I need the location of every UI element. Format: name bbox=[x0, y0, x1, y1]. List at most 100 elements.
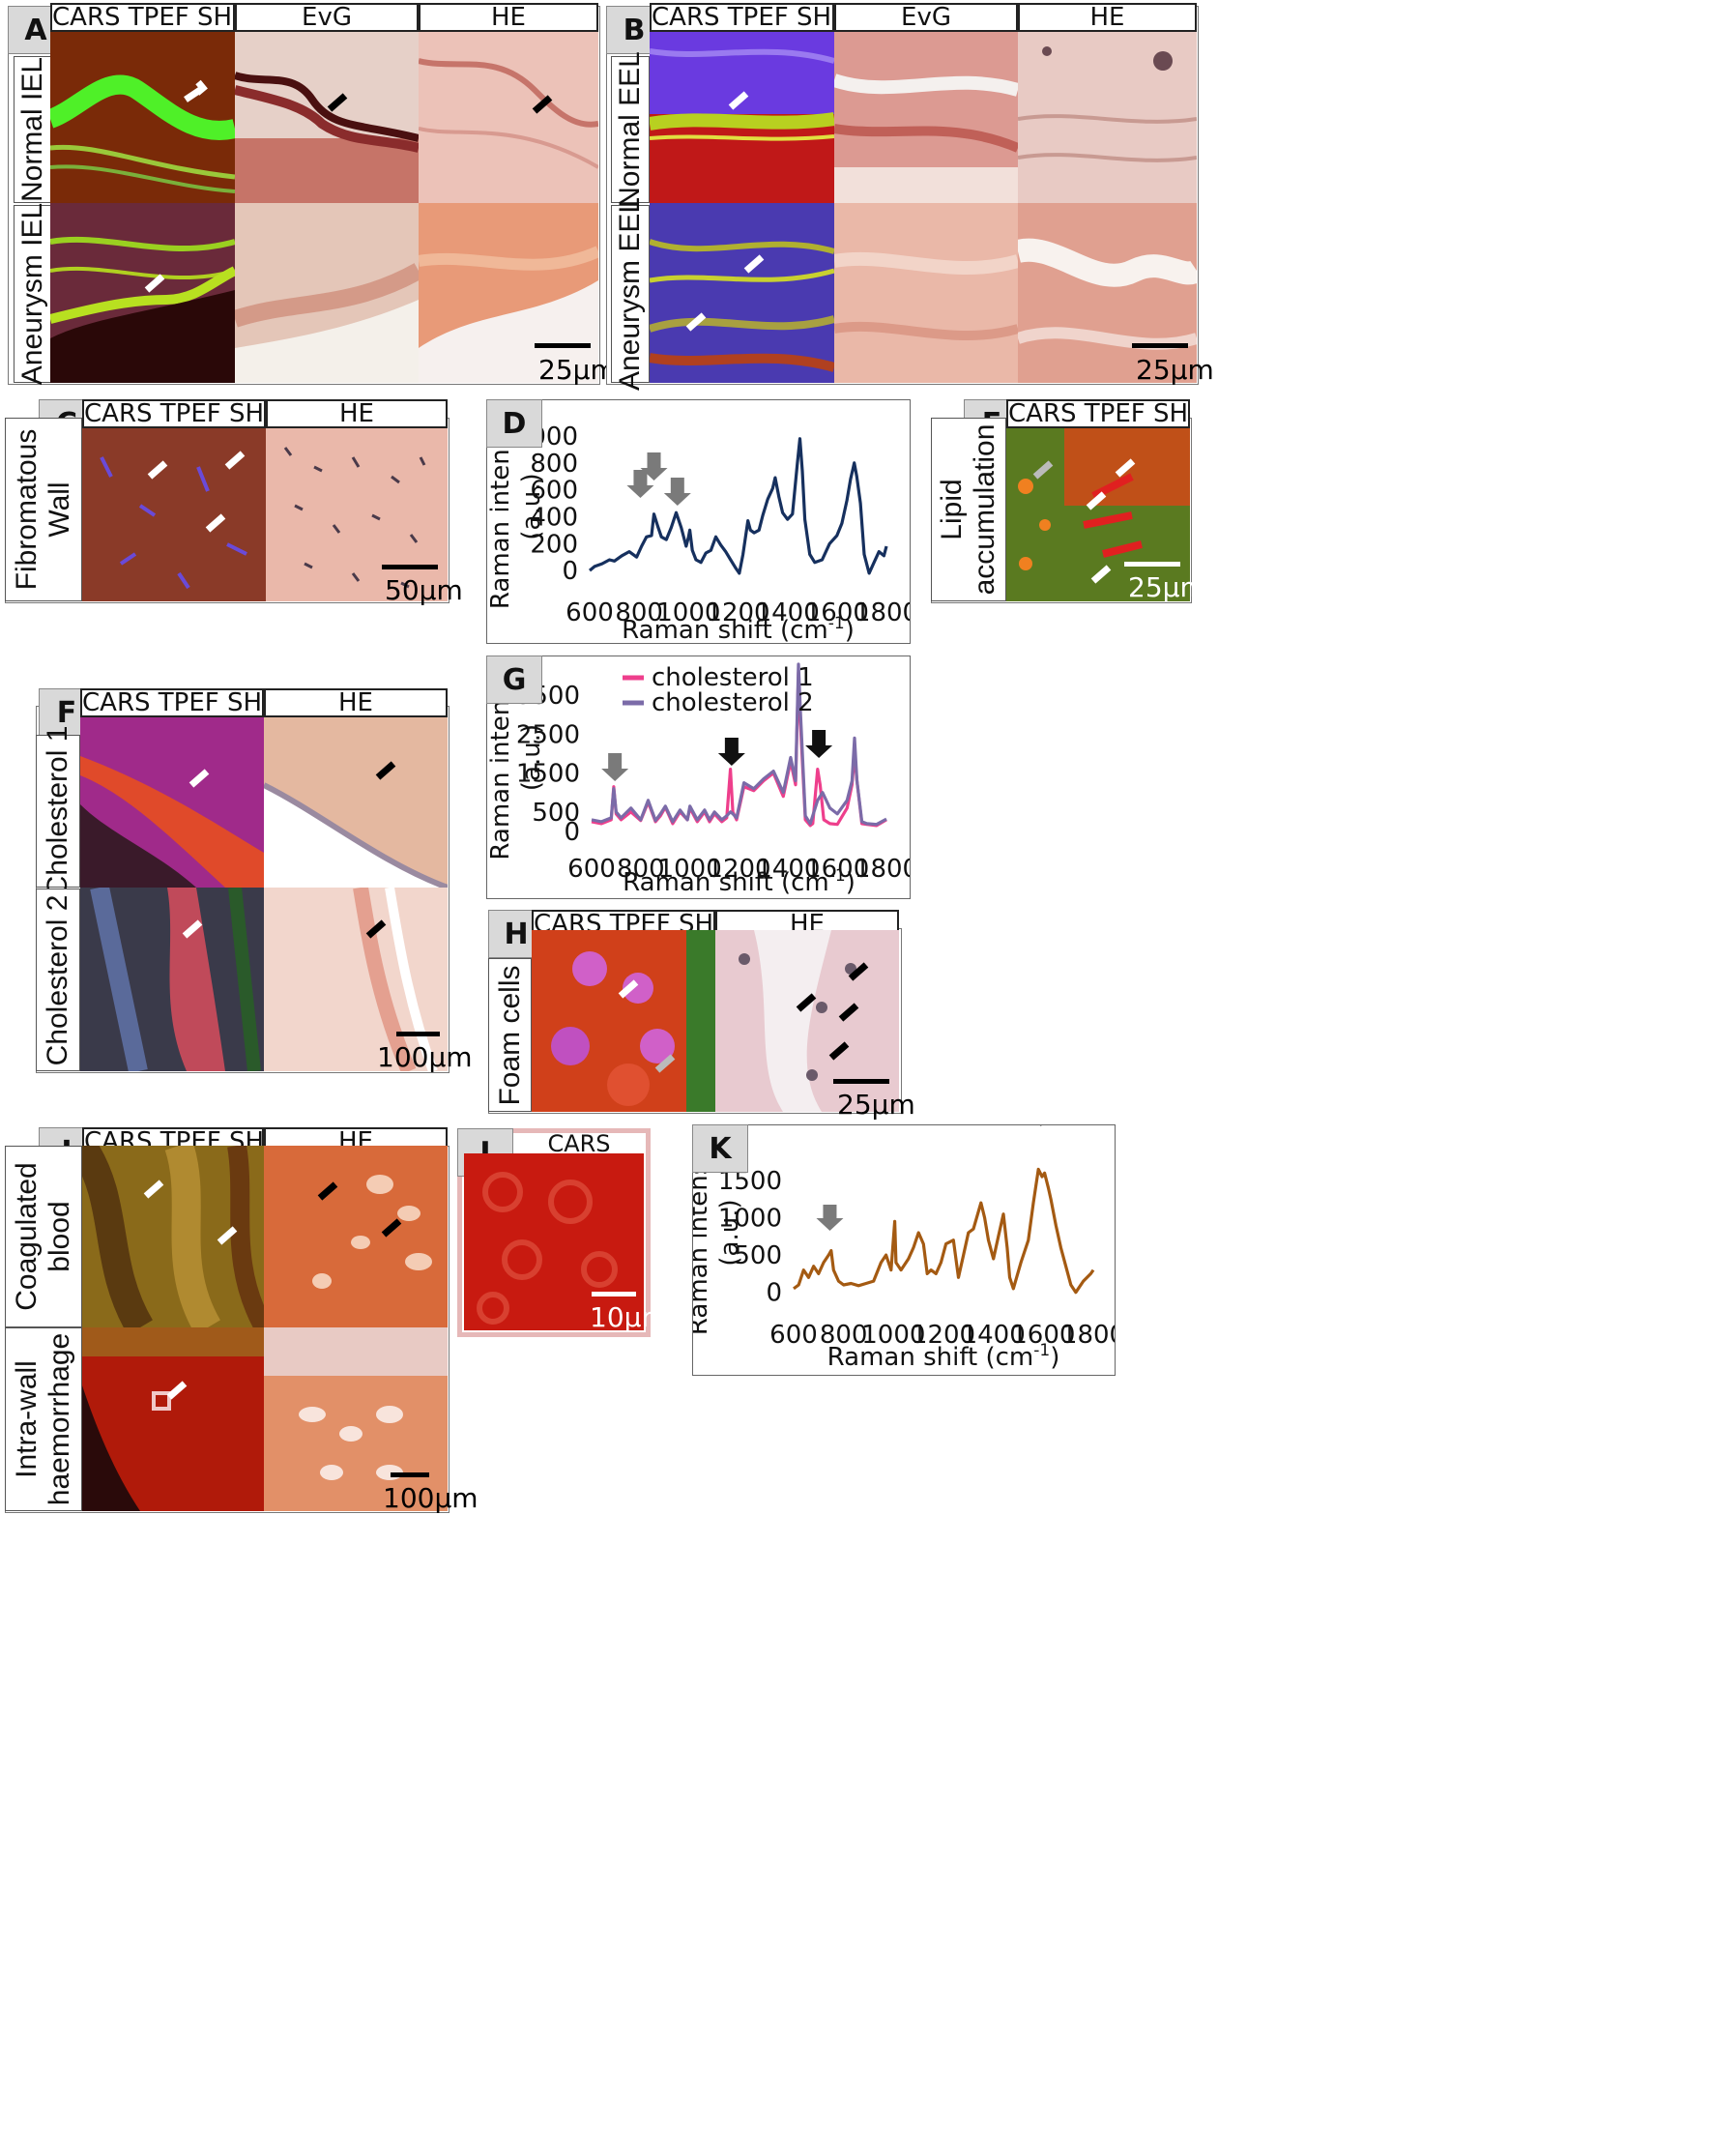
y-tick-label: 500 bbox=[734, 1241, 782, 1270]
y-tick-label: 400 bbox=[530, 503, 578, 532]
x-tick-label: 1600 bbox=[805, 598, 869, 627]
row-label-normal-eel: Normal EEL bbox=[611, 51, 650, 208]
scalebar-i bbox=[391, 1472, 429, 1477]
image-b-evg-normal bbox=[834, 32, 1018, 203]
x-tick-label: 1200 bbox=[706, 598, 769, 627]
image-i-he-coag bbox=[264, 1146, 448, 1327]
series-line-2 bbox=[591, 662, 887, 827]
panel-label-d: D bbox=[486, 399, 542, 448]
scalebar-label-e: 25µm bbox=[1128, 571, 1206, 603]
row-label-intra-wall-haemorrhage: Intra-wall haemorrhage bbox=[5, 1327, 82, 1511]
image-b-he-normal bbox=[1018, 32, 1197, 203]
row-label-cholesterol-1: Cholesterol 1 bbox=[36, 726, 80, 896]
scalebar-label-f: 100µm bbox=[377, 1041, 473, 1073]
peak-arrow bbox=[663, 478, 691, 506]
col-header-b-3: HE bbox=[1018, 3, 1197, 32]
scalebar-label-j: 10µm bbox=[590, 1301, 668, 1333]
image-h-he bbox=[715, 930, 899, 1112]
peak-arrow bbox=[1039, 1125, 1042, 1126]
x-tick-label: 600 bbox=[769, 1321, 818, 1350]
x-tick-label: 1000 bbox=[656, 598, 720, 627]
x-tick-label: 1000 bbox=[861, 1321, 925, 1350]
row-label-aneurysm-eel: Aneurysm EEL bbox=[611, 197, 650, 391]
scalebar-b bbox=[1132, 343, 1188, 348]
y-tick-label: 1000 bbox=[718, 1205, 782, 1234]
col-header-a-1: CARS TPEF SHG bbox=[50, 3, 235, 32]
image-b-cars-aneurysm bbox=[650, 203, 834, 383]
x-axis-label: Raman shift (cm-1) bbox=[623, 866, 856, 897]
image-b-evg-aneurysm bbox=[834, 203, 1018, 383]
scalebar-f bbox=[396, 1032, 440, 1036]
col-header-b-2: EvG bbox=[834, 3, 1018, 32]
scalebar-h bbox=[833, 1079, 889, 1084]
scalebar-j bbox=[592, 1292, 636, 1297]
x-tick-label: 1600 bbox=[805, 855, 869, 884]
x-axis-label: Raman shift (cm-1) bbox=[827, 1341, 1060, 1372]
x-tick-label: 1400 bbox=[962, 1321, 1026, 1350]
image-i-he-haem bbox=[264, 1327, 448, 1511]
scalebar-e bbox=[1124, 562, 1180, 567]
x-tick-label: 1800 bbox=[1061, 1321, 1115, 1350]
col-header-e-1: CARS TPEF SHG bbox=[1006, 399, 1190, 428]
image-a-evg-aneurysm bbox=[235, 203, 419, 383]
y-axis-label-line1: Raman intensity bbox=[693, 1130, 713, 1335]
scalebar-label-i: 100µm bbox=[383, 1482, 478, 1514]
panel-label-g: G bbox=[486, 656, 542, 704]
x-tick-label: 800 bbox=[617, 855, 665, 884]
col-header-j-1: CARS bbox=[547, 1130, 611, 1157]
image-f-he-chol1 bbox=[264, 717, 448, 888]
image-a-cars-normal bbox=[50, 32, 235, 203]
y-tick-label: 0 bbox=[766, 1279, 782, 1308]
x-axis-label: Raman shift (cm-1) bbox=[622, 614, 855, 643]
peak-arrow bbox=[626, 470, 654, 498]
col-header-a-2: EvG bbox=[235, 3, 419, 32]
x-tick-label: 600 bbox=[566, 598, 614, 627]
image-f-cars-chol1 bbox=[80, 717, 264, 888]
col-header-a-3: HE bbox=[419, 3, 598, 32]
y-tick-label: 2500 bbox=[516, 720, 580, 749]
image-h-cars bbox=[532, 930, 715, 1112]
y-tick-label: 1500 bbox=[516, 760, 580, 789]
chart-g: 0 500 1500 2500 3500 600 800 1000 1200 1400 1600 18… bbox=[486, 656, 911, 899]
image-i-cars-haem bbox=[82, 1327, 264, 1511]
x-tick-label: 800 bbox=[615, 598, 663, 627]
peak-arrow bbox=[805, 730, 833, 758]
scalebar-label-h: 25µm bbox=[837, 1089, 915, 1121]
y-axis-label-line2: (a.u.) bbox=[517, 473, 546, 539]
y-axis-label: Raman intensity (a.u.) bbox=[693, 1130, 744, 1335]
panel-label-k: K bbox=[692, 1124, 748, 1173]
image-a-cars-aneurysm bbox=[50, 203, 235, 383]
image-e-cars bbox=[1006, 428, 1190, 601]
image-j-cars bbox=[464, 1153, 644, 1330]
scalebar-label-c: 50µm bbox=[385, 574, 463, 606]
image-a-he-aneurysm bbox=[419, 203, 598, 383]
y-tick-label: 500 bbox=[532, 799, 580, 828]
col-header-f-1: CARS TPEF SHG bbox=[80, 688, 264, 717]
image-a-he-normal bbox=[419, 32, 598, 203]
image-c-cars bbox=[82, 428, 266, 601]
image-a-evg-normal bbox=[235, 32, 419, 203]
row-label-aneurysm-iel: Aneurysm IEL bbox=[14, 203, 52, 385]
x-tick-label: 1200 bbox=[707, 855, 770, 884]
scalebar-label-a: 25µm bbox=[538, 354, 617, 386]
row-label-lipid-accumulation: Lipid accumulation bbox=[931, 418, 1006, 601]
legend-label-2: cholesterol 2 bbox=[652, 688, 814, 717]
x-tick-label: 1400 bbox=[756, 855, 820, 884]
scalebar-a bbox=[535, 343, 591, 348]
peak-arrow bbox=[601, 753, 629, 781]
x-tick-label: 1400 bbox=[756, 598, 820, 627]
peak-arrow bbox=[816, 1205, 844, 1231]
series-line-1 bbox=[588, 437, 888, 575]
series-line-1 bbox=[793, 1167, 1095, 1295]
x-tick-label: 1000 bbox=[658, 855, 722, 884]
y-axis-label-line2: (a.u.) bbox=[715, 1199, 744, 1266]
col-header-c-2: HE bbox=[266, 399, 448, 428]
y-axis-label-line2: (a.u.) bbox=[517, 724, 546, 791]
x-tick-label: 1600 bbox=[1011, 1321, 1075, 1350]
image-f-he-chol2 bbox=[264, 888, 448, 1071]
x-tick-label: 1200 bbox=[912, 1321, 975, 1350]
scalebar-c bbox=[382, 565, 438, 569]
image-f-cars-chol2 bbox=[80, 888, 264, 1071]
x-tick-label: 1800 bbox=[855, 855, 910, 884]
